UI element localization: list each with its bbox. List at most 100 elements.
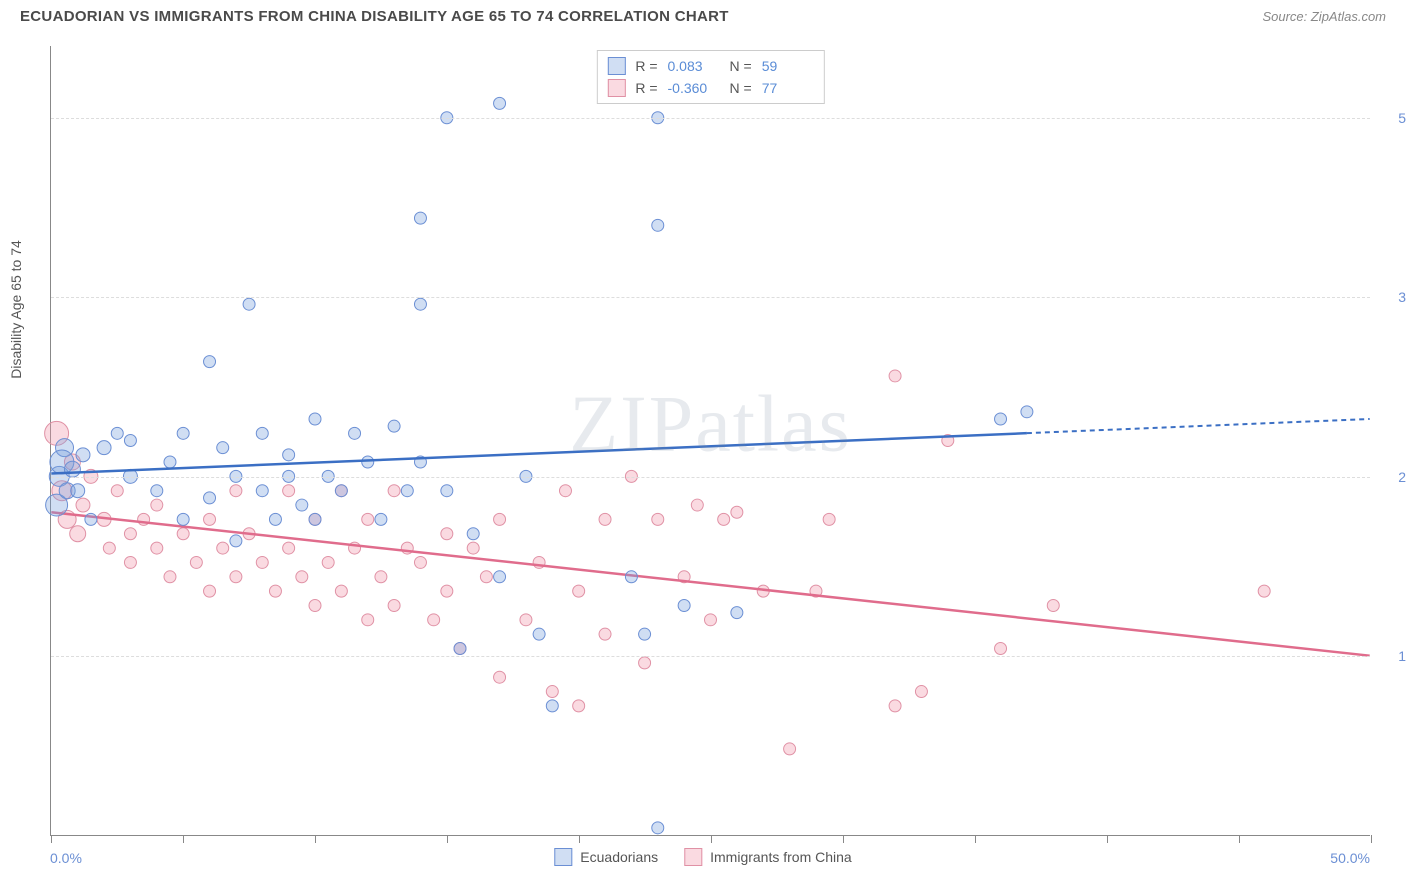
scatter-point <box>718 513 730 525</box>
gridline <box>51 297 1370 298</box>
y-tick-label: 37.5% <box>1398 289 1406 305</box>
scatter-point <box>283 485 295 497</box>
scatter-point <box>230 571 242 583</box>
legend-item-china: Immigrants from China <box>684 848 852 866</box>
scatter-point <box>283 542 295 554</box>
scatter-point <box>217 442 229 454</box>
scatter-point <box>1021 406 1033 418</box>
scatter-point <box>414 212 426 224</box>
scatter-point <box>177 528 189 540</box>
legend-series: Ecuadorians Immigrants from China <box>554 848 851 866</box>
swatch-china-bottom <box>684 848 702 866</box>
scatter-point <box>599 628 611 640</box>
chart-plot-area: ZIPatlas R = 0.083 N = 59 R = -0.360 N =… <box>50 46 1370 836</box>
scatter-point <box>177 513 189 525</box>
scatter-point <box>889 370 901 382</box>
y-tick-label: 50.0% <box>1398 110 1406 126</box>
scatter-point <box>322 556 334 568</box>
x-tick <box>315 835 316 843</box>
gridline <box>51 477 1370 478</box>
x-tick <box>975 835 976 843</box>
scatter-point <box>546 700 558 712</box>
scatter-point <box>441 585 453 597</box>
scatter-point <box>520 614 532 626</box>
trend-line <box>51 512 1369 655</box>
scatter-point <box>296 571 308 583</box>
scatter-point <box>388 485 400 497</box>
trend-line-dashed <box>1027 419 1370 433</box>
scatter-point <box>256 427 268 439</box>
r-value-ecuadorians: 0.083 <box>668 58 720 74</box>
chart-source: Source: ZipAtlas.com <box>1262 9 1386 24</box>
scatter-point <box>97 441 111 455</box>
scatter-point <box>494 671 506 683</box>
scatter-point <box>177 427 189 439</box>
scatter-point <box>111 485 123 497</box>
legend-label-china: Immigrants from China <box>710 849 852 865</box>
scatter-point <box>124 528 136 540</box>
scatter-point <box>494 571 506 583</box>
scatter-point <box>414 556 426 568</box>
scatter-point <box>454 643 466 655</box>
scatter-point <box>64 461 80 477</box>
scatter-point <box>76 448 90 462</box>
scatter-point <box>349 427 361 439</box>
scatter-point <box>85 513 97 525</box>
x-tick <box>843 835 844 843</box>
r-value-china: -0.360 <box>668 80 720 96</box>
y-axis-title: Disability Age 65 to 74 <box>8 240 24 379</box>
scatter-point <box>784 743 796 755</box>
scatter-point <box>467 542 479 554</box>
scatter-point <box>151 542 163 554</box>
scatter-point <box>309 413 321 425</box>
scatter-point <box>401 485 413 497</box>
scatter-point <box>625 571 637 583</box>
scatter-point <box>915 686 927 698</box>
x-axis-label-min: 0.0% <box>50 850 82 866</box>
scatter-point <box>296 499 308 511</box>
scatter-point <box>375 513 387 525</box>
legend-label-ecuadorians: Ecuadorians <box>580 849 658 865</box>
scatter-point <box>441 485 453 497</box>
scatter-point <box>103 542 115 554</box>
scatter-point <box>441 528 453 540</box>
scatter-point <box>70 526 86 542</box>
scatter-point <box>283 449 295 461</box>
scatter-point <box>309 599 321 611</box>
x-axis-label-max: 50.0% <box>1330 850 1370 866</box>
scatter-point <box>639 657 651 669</box>
n-value-china: 77 <box>762 80 814 96</box>
scatter-point <box>546 686 558 698</box>
swatch-ecuadorians <box>607 57 625 75</box>
n-label: N = <box>730 58 752 74</box>
chart-title: ECUADORIAN VS IMMIGRANTS FROM CHINA DISA… <box>20 8 729 25</box>
scatter-point <box>652 219 664 231</box>
x-tick <box>579 835 580 843</box>
scatter-point <box>256 485 268 497</box>
x-tick <box>1239 835 1240 843</box>
scatter-point <box>889 700 901 712</box>
r-label: R = <box>635 80 657 96</box>
scatter-point <box>599 513 611 525</box>
scatter-point <box>559 485 571 497</box>
scatter-point <box>362 614 374 626</box>
scatter-point <box>480 571 492 583</box>
trend-line <box>51 433 1027 473</box>
scatter-point <box>362 456 374 468</box>
scatter-point <box>494 513 506 525</box>
r-label: R = <box>635 58 657 74</box>
scatter-point <box>731 607 743 619</box>
y-tick-label: 25.0% <box>1398 469 1406 485</box>
scatter-point <box>375 571 387 583</box>
x-tick <box>51 835 52 843</box>
legend-row-ecuadorians: R = 0.083 N = 59 <box>607 55 813 77</box>
scatter-point <box>217 542 229 554</box>
scatter-point <box>335 585 347 597</box>
scatter-point <box>243 298 255 310</box>
gridline <box>51 118 1370 119</box>
scatter-point <box>124 435 136 447</box>
scatter-point <box>678 599 690 611</box>
scatter-point <box>309 513 321 525</box>
scatter-point <box>573 585 585 597</box>
x-tick <box>1107 835 1108 843</box>
